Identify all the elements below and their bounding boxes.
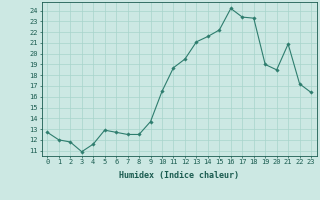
X-axis label: Humidex (Indice chaleur): Humidex (Indice chaleur) <box>119 171 239 180</box>
